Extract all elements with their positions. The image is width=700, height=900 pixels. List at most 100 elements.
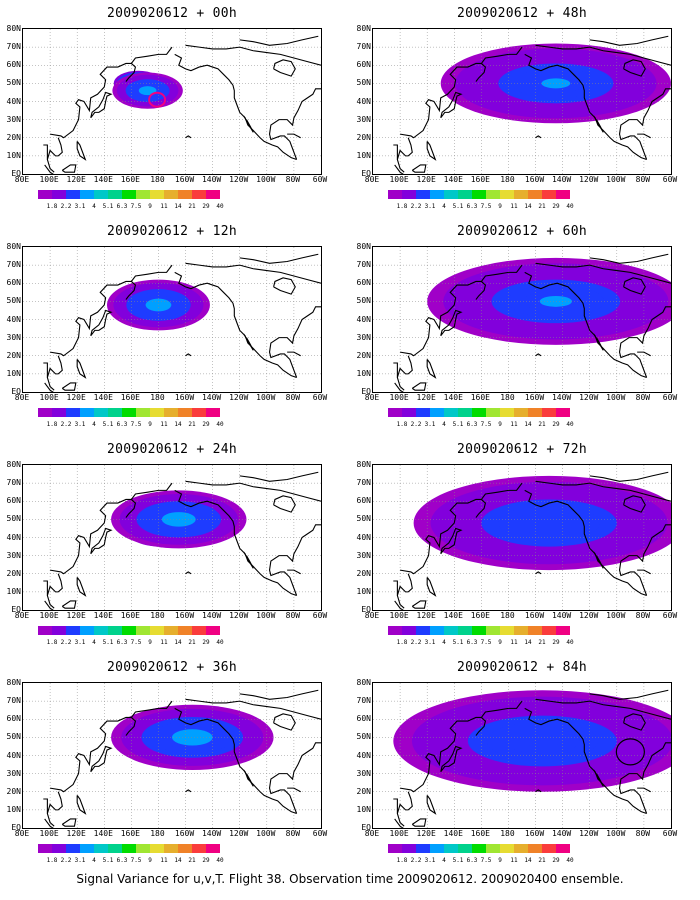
coastline — [185, 135, 192, 139]
longitude-label: 80E — [14, 393, 30, 402]
colorbar-label: 21 — [188, 857, 196, 864]
latitude-label: 70N — [6, 478, 21, 488]
longitude-label: 120E — [416, 611, 436, 620]
colorbar-swatch — [472, 408, 486, 417]
latitude-label: EQ — [361, 605, 371, 614]
coastline — [400, 482, 523, 575]
colorbar-label: 2.2 — [410, 421, 422, 428]
coastline — [426, 141, 437, 161]
coastline — [44, 600, 54, 610]
longitude-label: 140E — [443, 175, 463, 184]
colorbar-swatch — [556, 190, 570, 199]
coastline — [46, 791, 63, 814]
coastline — [623, 59, 646, 77]
colorbar-swatch — [430, 844, 444, 853]
coastline — [618, 524, 671, 596]
longitude-label: 120E — [66, 175, 86, 184]
coastline — [393, 144, 405, 173]
coastline — [44, 818, 54, 828]
colorbar-swatch — [402, 626, 416, 635]
latitude-label: 30N — [6, 550, 21, 560]
colorbar-label: 11 — [160, 857, 168, 864]
longitude-label: 180 — [500, 829, 515, 838]
colorbar-swatch — [192, 408, 206, 417]
coastline — [50, 482, 173, 575]
map-plot — [22, 464, 322, 611]
coastline — [90, 91, 113, 119]
colorbar-swatch — [122, 190, 136, 199]
coastline — [185, 571, 192, 575]
longitude-label: 80E — [14, 175, 30, 184]
colorbar-swatch — [192, 626, 206, 635]
coastline — [239, 35, 319, 46]
colorbar-label: 40 — [566, 857, 574, 864]
colorbar-label: 4 — [442, 203, 446, 210]
colorbar-label: 3.1 — [424, 203, 436, 210]
map-panel: 2009020612 + 00h 80N 70N 60N 50N 40N 30N 20N 10N… — [2, 6, 342, 228]
latitude-label: 60N — [6, 278, 21, 288]
colorbar — [388, 190, 570, 199]
colorbar — [38, 408, 220, 417]
latitude-label: 20N — [356, 350, 371, 360]
colorbar-label: 2.2 — [60, 857, 72, 864]
colorbar-label: 29 — [202, 639, 210, 646]
latitude-label: 10N — [6, 150, 21, 160]
coastline — [185, 262, 321, 284]
colorbar-label: 6.3 — [116, 203, 128, 210]
map-panel: 2009020612 + 24h 80N 70N 60N 50N 40N 30N 20N 10N… — [2, 442, 342, 664]
colorbar-label: 29 — [552, 639, 560, 646]
longitude-label: 140W — [551, 611, 572, 620]
longitude-label: 180 — [150, 393, 165, 402]
coastline — [411, 818, 427, 827]
colorbar-swatch — [150, 190, 164, 199]
coastline — [125, 63, 137, 82]
coastline — [125, 499, 137, 518]
latitude-label: 20N — [6, 132, 21, 142]
coastline — [440, 527, 463, 555]
latitude-label: 10N — [6, 804, 21, 814]
latitude-label: 80N — [356, 242, 371, 251]
colorbar-swatch — [66, 408, 80, 417]
coastline — [589, 689, 669, 700]
latitude-label: 60N — [356, 496, 371, 506]
coastline — [426, 359, 437, 379]
colorbar-label: 21 — [538, 857, 546, 864]
latitude-label: 60N — [6, 60, 21, 70]
colorbar-label: 4 — [92, 421, 96, 428]
colorbar-label: 11 — [160, 203, 168, 210]
colorbar-swatch — [80, 844, 94, 853]
variance-contour — [170, 515, 188, 523]
map-plot — [22, 246, 322, 393]
colorbar-swatch — [542, 190, 556, 199]
longitude-label: 140E — [93, 175, 113, 184]
colorbar-label: 6.3 — [466, 203, 478, 210]
coastline — [273, 495, 296, 513]
latitude-label: 20N — [6, 786, 21, 796]
longitude-label: 180 — [500, 611, 515, 620]
longitude-label: 100W — [256, 393, 276, 402]
coastline — [593, 551, 604, 569]
colorbar-label: 29 — [552, 421, 560, 428]
longitude-label: 80W — [635, 175, 651, 184]
coastline — [394, 600, 404, 610]
longitude-label: 160E — [470, 175, 490, 184]
coastline — [623, 713, 646, 731]
longitude-label: 160W — [524, 393, 545, 402]
colorbar-label: 9 — [148, 857, 152, 864]
colorbar-swatch — [486, 190, 500, 199]
longitude-label: 100E — [39, 393, 59, 402]
colorbar-label: 3.1 — [74, 203, 86, 210]
coastline — [125, 717, 137, 736]
colorbar-swatch — [542, 844, 556, 853]
panel-title: 2009020612 + 24h — [106, 442, 238, 457]
latitude-label: 30N — [6, 332, 21, 342]
colorbar-label: 14 — [524, 203, 532, 210]
longitude-label: 60W — [312, 829, 328, 838]
coastline — [76, 577, 87, 597]
colorbar-swatch — [486, 844, 500, 853]
colorbar-label: 40 — [216, 203, 224, 210]
longitude-label: 60W — [662, 393, 678, 402]
coastline — [618, 742, 671, 814]
coastline — [396, 573, 413, 596]
colorbar-swatch — [402, 844, 416, 853]
